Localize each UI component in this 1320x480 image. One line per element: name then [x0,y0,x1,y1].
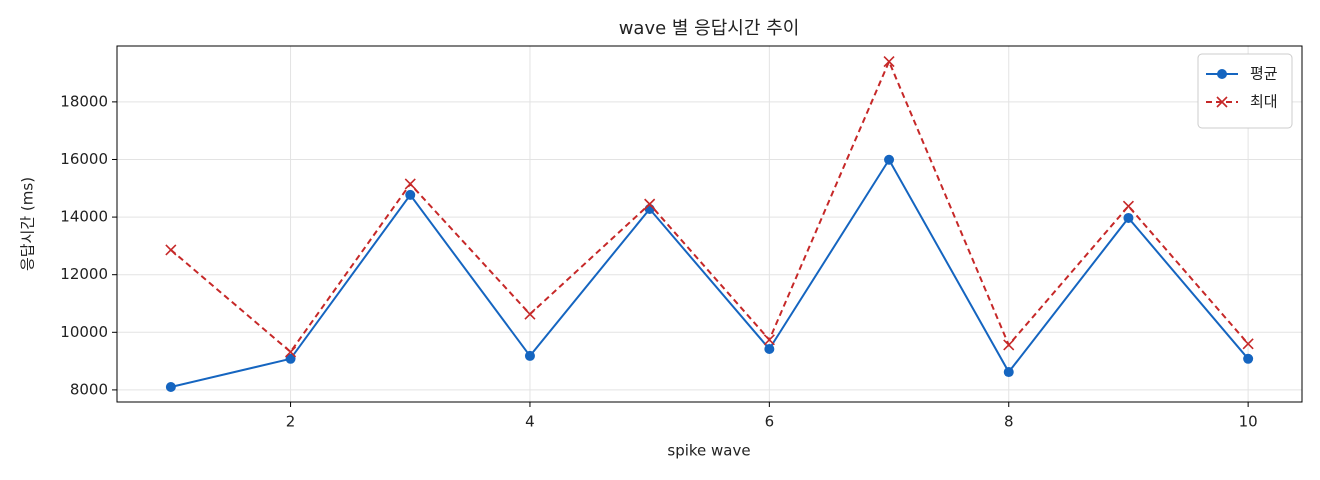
plot-frame [116,45,1303,403]
marker [524,308,536,320]
x-axis-label: spike wave [667,442,750,460]
marker [883,55,895,68]
marker [884,154,895,165]
y-tick-label: 10000 [60,323,108,341]
marker [285,353,296,364]
marker [1123,212,1134,223]
legend-box [1197,53,1293,129]
chart-title: wave 별 응답시간 추이 [619,18,800,39]
marker [1242,338,1254,350]
x-tick-label: 8 [1004,413,1014,431]
y-tick-label: 12000 [60,265,108,283]
y-tick-label: 18000 [60,92,108,110]
y-tick-label: 8000 [70,380,108,398]
marker [763,334,775,346]
x-tick-label: 6 [765,413,775,431]
marker [284,346,297,358]
series-line [170,157,1249,388]
legend-marker [1216,96,1228,108]
marker [165,382,176,393]
marker [1243,353,1254,364]
legend-marker [1217,69,1227,79]
series-line [170,59,1249,354]
marker [524,350,535,361]
marker [1003,367,1014,378]
marker [404,178,416,190]
marker [1003,339,1015,351]
marker [644,198,656,210]
marker [165,244,177,256]
marker [405,189,416,200]
x-tick-label: 10 [1239,413,1258,431]
y-axis-label: 응답시간 (ms) [19,177,37,271]
x-tick-label: 2 [286,413,296,431]
marker [764,344,775,355]
marker [1122,200,1135,212]
y-tick-label: 16000 [60,150,108,168]
legend-label: 평균 [1250,65,1278,83]
legend-label: 최대 [1250,93,1278,111]
x-tick-label: 4 [525,413,535,431]
y-tick-label: 14000 [60,208,108,226]
